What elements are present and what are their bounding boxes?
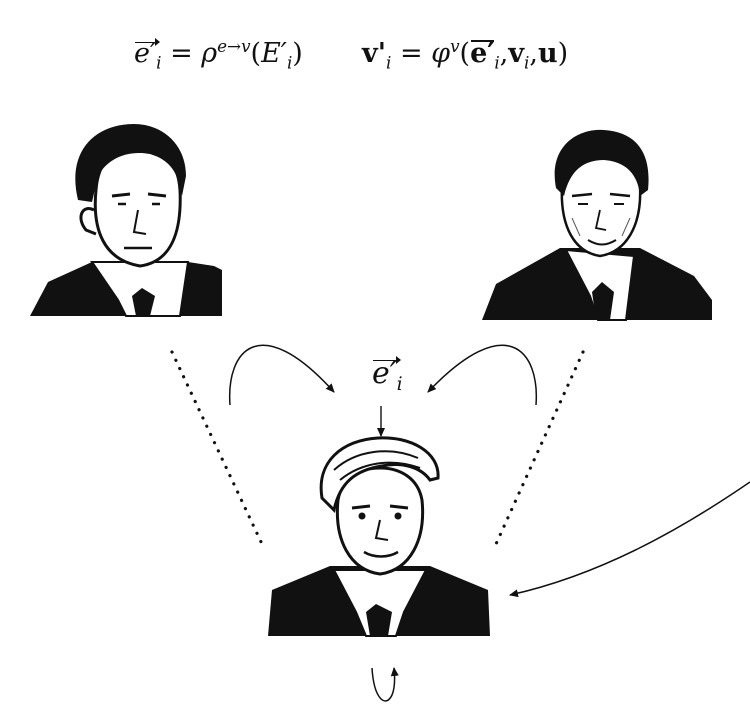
node-vector-subscript: i bbox=[524, 52, 530, 73]
aggregated-edge-subscript: i bbox=[494, 52, 500, 73]
node-prime: ' bbox=[377, 38, 386, 69]
self-loop-arrow bbox=[371, 667, 399, 702]
edge-aggregate-subscript: i bbox=[156, 52, 162, 73]
aggregated-edge-symbol: e′ bbox=[470, 38, 495, 69]
edge-aggregate-symbol: e′ bbox=[134, 38, 161, 69]
node-attr-symbol: v bbox=[362, 38, 378, 69]
open-paren: ( bbox=[250, 38, 262, 69]
aggregate-edge-subscript: i bbox=[396, 374, 403, 395]
edge-set-subscript: i bbox=[286, 52, 293, 73]
close-paren: ) bbox=[292, 38, 303, 69]
equals-sign: = bbox=[399, 38, 423, 69]
edge-set-symbol: E′ bbox=[261, 38, 287, 69]
open-paren: ( bbox=[459, 38, 471, 69]
rho-symbol: ρ bbox=[201, 38, 218, 69]
global-input-arrow bbox=[509, 481, 750, 598]
global-vector-symbol: u bbox=[538, 38, 558, 69]
rho-superscript: e→v bbox=[217, 36, 251, 56]
incoming-arrow-right bbox=[427, 344, 538, 406]
comma: , bbox=[529, 38, 538, 69]
node-attr-subscript: i bbox=[385, 52, 392, 73]
incoming-arrow-left bbox=[228, 344, 335, 406]
phi-symbol: φ bbox=[431, 38, 451, 69]
comma: , bbox=[499, 38, 509, 69]
dotted-edge-right bbox=[494, 350, 585, 546]
phi-superscript: v bbox=[450, 36, 460, 56]
aggregate-edge-symbol: e′ bbox=[372, 356, 401, 391]
node-update-formula: v'i = φv(e′i,vi,u) bbox=[362, 36, 568, 72]
equals-sign: = bbox=[170, 38, 193, 69]
aggregate-edge-label: e′i bbox=[372, 356, 403, 395]
edge-aggregation-formula: e′i = ρe→v(E′i) bbox=[134, 36, 303, 72]
node-vector-symbol: v bbox=[508, 38, 525, 69]
close-paren: ) bbox=[557, 38, 569, 69]
dotted-edge-left bbox=[170, 350, 264, 546]
